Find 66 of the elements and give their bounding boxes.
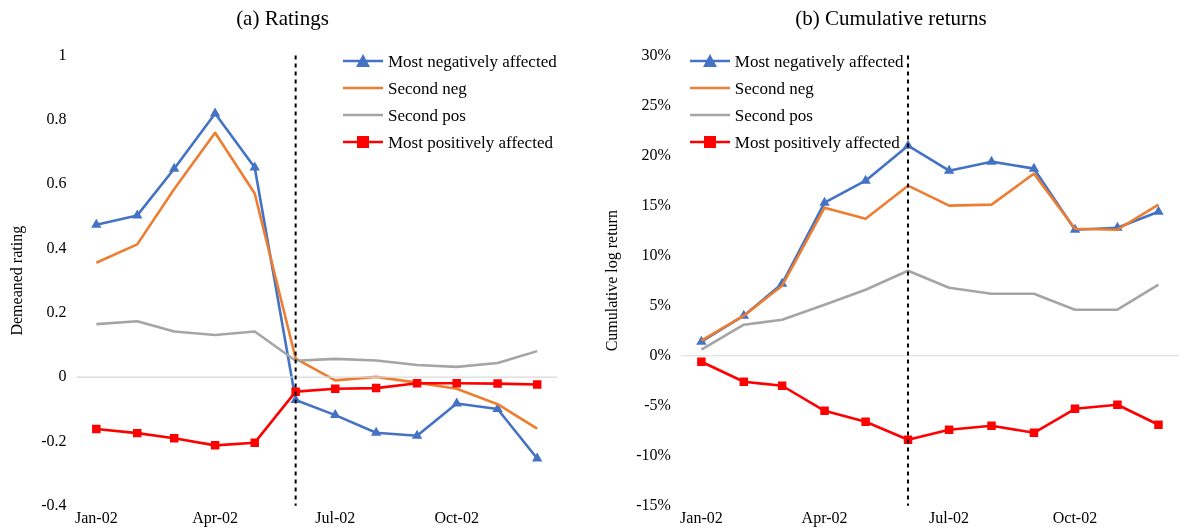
point [820, 406, 829, 415]
x-tick-label: Jan-02 [75, 508, 118, 526]
y-tick-label: 15% [641, 195, 671, 213]
point [532, 380, 542, 389]
legend-label: Most positively affected [388, 131, 553, 154]
point [210, 441, 220, 450]
chart-title: (a) Ratings [235, 6, 330, 31]
y-tick-label: -15% [636, 496, 671, 513]
y-tick-label: 1 [58, 45, 67, 63]
x-tick-label: Oct-02 [1052, 508, 1098, 526]
chart-title: (b) Cumulative returns [794, 6, 988, 31]
legend-label: Most negatively affected [388, 50, 557, 73]
x-tick-label: Oct-02 [434, 508, 479, 526]
point [330, 409, 341, 419]
y-tick-label: -0.4 [41, 496, 67, 513]
point [92, 424, 101, 434]
point [91, 218, 102, 228]
x-tick-label: Jan-02 [680, 508, 723, 526]
point [1028, 162, 1040, 172]
point [532, 452, 543, 462]
x-tick-label: Apr-02 [192, 508, 239, 527]
point [860, 174, 871, 184]
point [943, 164, 955, 174]
point [412, 379, 422, 388]
point [370, 426, 382, 436]
point [249, 161, 260, 171]
point [169, 434, 179, 443]
point [986, 155, 997, 165]
point [987, 421, 996, 431]
y-tick-label: 20% [641, 145, 671, 163]
point [452, 379, 461, 388]
point [1113, 400, 1122, 409]
y-tick-label: 0.4 [46, 238, 67, 256]
y-tick-label: 0.2 [46, 303, 67, 321]
legend-label: Second neg [734, 77, 814, 100]
legend-label: Second pos [388, 104, 466, 127]
legend-label: Second pos [734, 104, 813, 127]
y-tick-label: 25% [641, 95, 671, 113]
x-tick-label: Jul-02 [315, 508, 356, 526]
y-tick-label: -5% [644, 395, 671, 413]
legend-label: Second neg [388, 77, 467, 100]
y-tick-label: 5% [649, 295, 671, 313]
legend-label: Most positively affected [734, 131, 900, 154]
point [861, 417, 870, 427]
x-tick-label: Jul-02 [929, 508, 970, 526]
point [1154, 420, 1163, 430]
y-tick-label: -10% [636, 445, 671, 463]
point [493, 379, 502, 388]
point [451, 397, 462, 407]
y-tick-label: 0% [649, 345, 671, 363]
y-tick-label: 10% [641, 245, 671, 263]
y-tick-label: -0.2 [41, 431, 67, 449]
y-tick-label: 0.6 [46, 174, 67, 192]
point [169, 162, 180, 172]
point [697, 357, 706, 366]
y-axis-title: Cumulative log return [602, 210, 621, 352]
point [411, 429, 423, 439]
point [819, 196, 830, 206]
y-tick-label: 0 [58, 367, 67, 385]
x-tick-label: Apr-02 [801, 508, 848, 527]
legend-label: Most negatively affected [734, 50, 904, 73]
point [250, 438, 259, 448]
y-tick-label: 30% [641, 45, 671, 63]
y-axis-title: Demeaned rating [7, 225, 26, 336]
point [1153, 205, 1164, 215]
y-tick-label: 0.8 [46, 110, 67, 128]
